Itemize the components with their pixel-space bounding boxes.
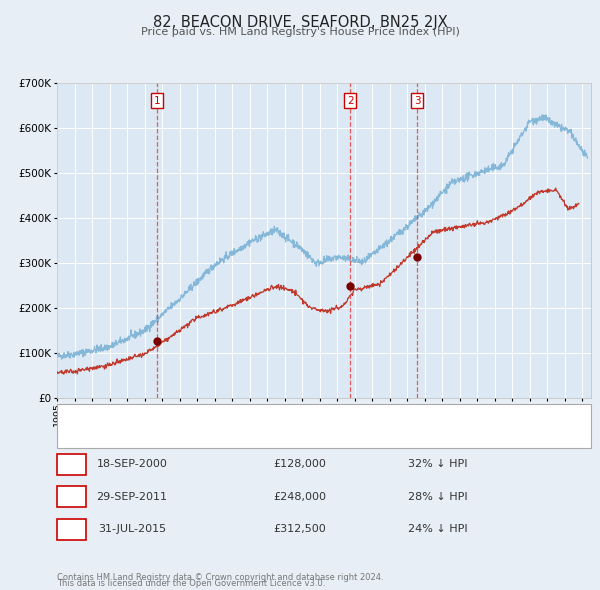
Text: 82, BEACON DRIVE, SEAFORD, BN25 2JX: 82, BEACON DRIVE, SEAFORD, BN25 2JX [152, 15, 448, 30]
Text: 1: 1 [154, 96, 160, 106]
Text: 3: 3 [68, 523, 75, 536]
Text: 31-JUL-2015: 31-JUL-2015 [98, 525, 166, 534]
Text: £248,000: £248,000 [274, 492, 326, 502]
Text: Contains HM Land Registry data © Crown copyright and database right 2024.: Contains HM Land Registry data © Crown c… [57, 573, 383, 582]
Text: 29-SEP-2011: 29-SEP-2011 [97, 492, 167, 502]
Text: 3: 3 [414, 96, 421, 106]
Text: —: — [69, 431, 84, 446]
Text: 82, BEACON DRIVE, SEAFORD, BN25 2JX (detached house): 82, BEACON DRIVE, SEAFORD, BN25 2JX (det… [96, 412, 401, 421]
Text: 1: 1 [68, 458, 75, 471]
Text: 2: 2 [347, 96, 353, 106]
Text: Price paid vs. HM Land Registry's House Price Index (HPI): Price paid vs. HM Land Registry's House … [140, 27, 460, 37]
Text: £128,000: £128,000 [274, 460, 326, 469]
Text: £312,500: £312,500 [274, 525, 326, 534]
Text: 2: 2 [68, 490, 75, 503]
Text: 28% ↓ HPI: 28% ↓ HPI [408, 492, 467, 502]
Text: HPI: Average price, detached house, Lewes: HPI: Average price, detached house, Lewe… [96, 434, 321, 444]
Text: 32% ↓ HPI: 32% ↓ HPI [408, 460, 467, 469]
Text: 24% ↓ HPI: 24% ↓ HPI [408, 525, 467, 534]
Text: 18-SEP-2000: 18-SEP-2000 [97, 460, 167, 469]
Text: This data is licensed under the Open Government Licence v3.0.: This data is licensed under the Open Gov… [57, 579, 325, 588]
Text: —: — [69, 409, 84, 424]
